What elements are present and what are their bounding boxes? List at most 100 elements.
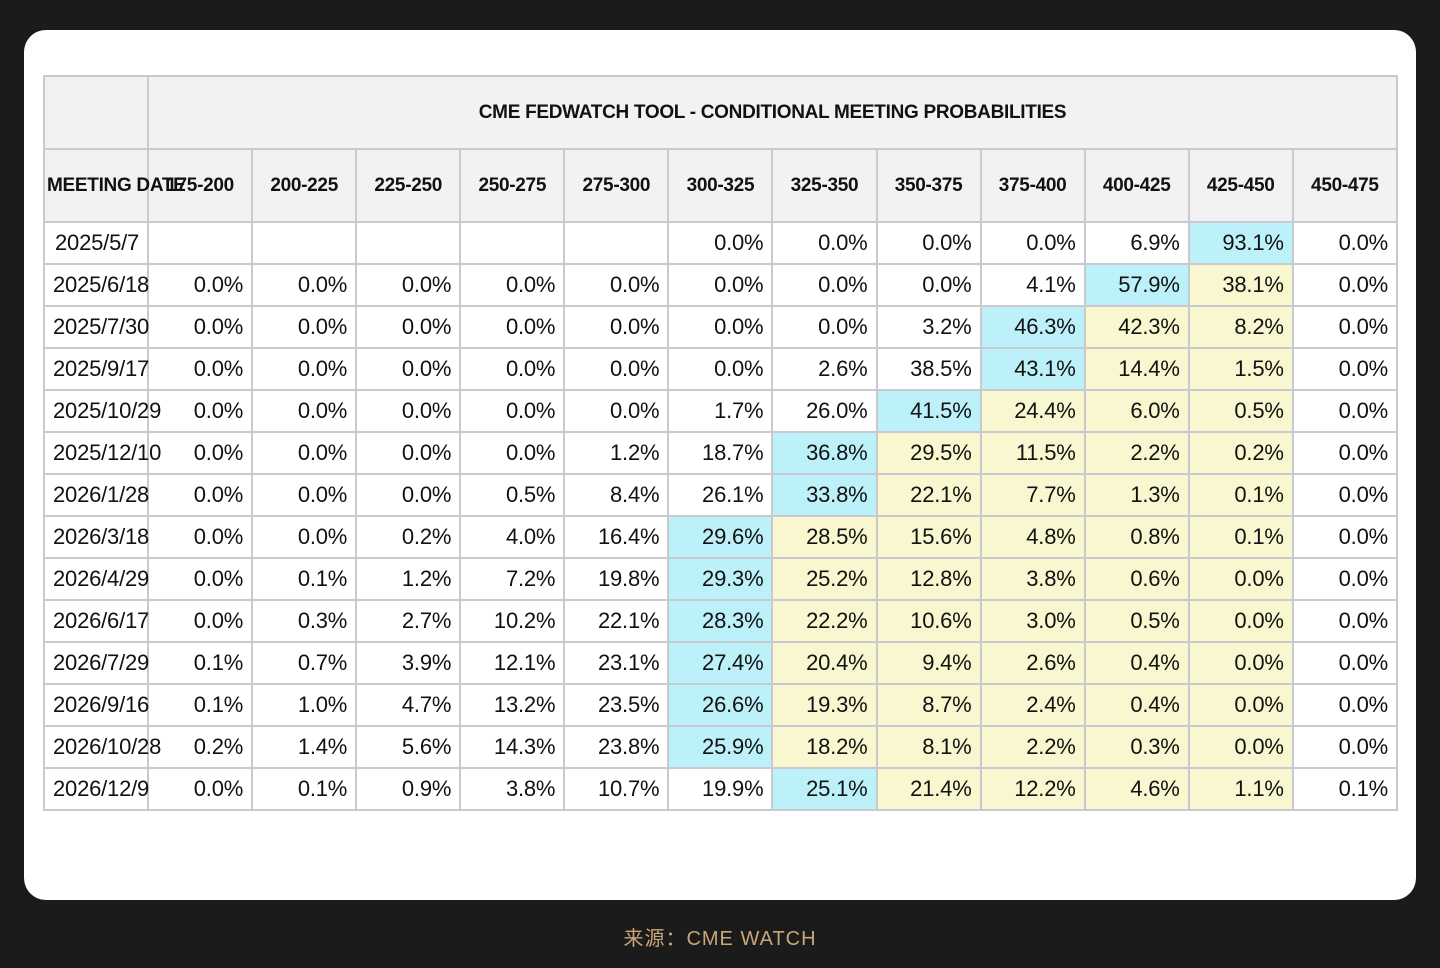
probability-cell: 8.4% <box>563 473 670 517</box>
probability-cell: 0.0% <box>667 347 774 391</box>
probability-cell: 12.2% <box>979 767 1086 811</box>
meeting-date: 2025/9/17 <box>42 347 149 391</box>
probability-cell: 0.5% <box>1187 389 1294 433</box>
probability-cell: 0.0% <box>251 389 358 433</box>
probability-cell: 0.0% <box>1291 725 1399 769</box>
probability-cell: 19.3% <box>771 683 878 727</box>
probability-cell: 0.0% <box>1291 431 1399 475</box>
probability-cell: 0.2% <box>1187 431 1294 475</box>
meeting-date: 2026/3/18 <box>42 515 149 559</box>
probability-cell: 0.1% <box>1187 515 1294 559</box>
probability-cell: 7.2% <box>459 557 566 601</box>
probability-cell: 0.0% <box>771 263 878 307</box>
table-row: 2025/6/18 0.0% 0.0% 0.0% 0.0% 0.0% 0.0% 0.0% 0.0… <box>42 263 1399 307</box>
probability-cell: 3.9% <box>355 641 462 685</box>
probability-cell: 1.4% <box>251 725 358 769</box>
probability-cell: 14.3% <box>459 725 566 769</box>
probability-cell: 57.9% <box>1083 263 1190 307</box>
table-row: 2026/9/16 0.1% 1.0% 4.7% 13.2% 23.5% 26.6% 19.3… <box>42 683 1399 727</box>
table-title: CME FEDWATCH TOOL - CONDITIONAL MEETING … <box>147 75 1398 150</box>
probability-cell: 4.0% <box>459 515 566 559</box>
meeting-date: 2026/12/9 <box>42 767 149 811</box>
probability-cell: 0.0% <box>1291 263 1399 307</box>
probability-cell: 41.5% <box>875 389 982 433</box>
probability-cell: 0.0% <box>459 305 566 349</box>
column-header-400-425: 400-425 <box>1083 148 1190 223</box>
table-row: 2026/4/29 0.0% 0.1% 1.2% 7.2% 19.8% 29.3% 25.2%… <box>42 557 1399 601</box>
probability-cell: 2.7% <box>355 599 462 643</box>
probability-cell: 23.1% <box>563 641 670 685</box>
probability-cell: 6.0% <box>1083 389 1190 433</box>
probability-cell: 0.0% <box>355 473 462 517</box>
probability-cell: 0.0% <box>147 305 254 349</box>
probability-cell: 29.6% <box>667 515 774 559</box>
probability-cell: 0.0% <box>1187 557 1294 601</box>
probability-cell: 0.0% <box>147 557 254 601</box>
probability-cell: 4.1% <box>979 263 1086 307</box>
probability-cell: 0.0% <box>459 263 566 307</box>
probability-cell: 0.0% <box>771 221 878 265</box>
probability-cell: 19.9% <box>667 767 774 811</box>
probability-cell: 2.6% <box>979 641 1086 685</box>
probability-cell: 1.5% <box>1187 347 1294 391</box>
probability-cell: 38.1% <box>1187 263 1294 307</box>
probability-cell: 38.5% <box>875 347 982 391</box>
table-row: 2025/10/29 0.0% 0.0% 0.0% 0.0% 0.0% 1.7% 26.0% 4… <box>42 389 1399 433</box>
probability-cell: 0.0% <box>1187 599 1294 643</box>
table-row: 2026/6/17 0.0% 0.3% 2.7% 10.2% 22.1% 28.3% 22.2… <box>42 599 1399 643</box>
probability-cell: 1.3% <box>1083 473 1190 517</box>
column-header-375-400: 375-400 <box>979 148 1086 223</box>
probability-cell: 0.5% <box>1083 599 1190 643</box>
probability-cell: 0.0% <box>355 347 462 391</box>
probability-cell: 18.7% <box>667 431 774 475</box>
probability-cell: 43.1% <box>979 347 1086 391</box>
probability-cell: 0.0% <box>667 263 774 307</box>
column-header-250-275: 250-275 <box>459 148 566 223</box>
probability-cell <box>355 221 462 265</box>
probability-cell: 18.2% <box>771 725 878 769</box>
table-row: 2026/7/29 0.1% 0.7% 3.9% 12.1% 23.1% 27.4% 20.4… <box>42 641 1399 685</box>
probability-cell: 23.5% <box>563 683 670 727</box>
column-header-200-225: 200-225 <box>251 148 358 223</box>
table-row: 2025/5/7 0.0% 0.0% 0.0% 0.0% 6.9% 93.1% 0.0% <box>42 221 1399 265</box>
probability-cell: 33.8% <box>771 473 878 517</box>
meeting-date: 2025/7/30 <box>42 305 149 349</box>
probability-cell: 0.7% <box>251 641 358 685</box>
probability-cell: 0.0% <box>147 599 254 643</box>
probability-cell: 4.6% <box>1083 767 1190 811</box>
probability-cell: 0.4% <box>1083 641 1190 685</box>
table-row: 2026/1/28 0.0% 0.0% 0.0% 0.5% 8.4% 26.1% 33.8% 2… <box>42 473 1399 517</box>
probability-cell <box>251 221 358 265</box>
probability-cell: 0.0% <box>251 347 358 391</box>
probability-cell: 3.8% <box>979 557 1086 601</box>
meeting-date: 2026/7/29 <box>42 641 149 685</box>
probability-cell: 14.4% <box>1083 347 1190 391</box>
probability-cell: 0.0% <box>147 431 254 475</box>
probability-cell: 28.3% <box>667 599 774 643</box>
probability-cell: 8.1% <box>875 725 982 769</box>
probability-cell: 10.2% <box>459 599 566 643</box>
probability-cell: 0.0% <box>355 431 462 475</box>
probability-cell: 1.7% <box>667 389 774 433</box>
probability-cell: 29.5% <box>875 431 982 475</box>
probability-cell: 0.0% <box>1291 473 1399 517</box>
meeting-date: 2026/1/28 <box>42 473 149 517</box>
probability-cell: 0.0% <box>1291 221 1399 265</box>
probability-cell: 26.6% <box>667 683 774 727</box>
column-header-275-300: 275-300 <box>563 148 670 223</box>
probability-cell: 0.1% <box>1291 767 1399 811</box>
probability-cell: 0.0% <box>1291 641 1399 685</box>
meeting-date: 2025/5/7 <box>42 221 150 265</box>
probability-cell: 21.4% <box>875 767 982 811</box>
table-row: 2026/3/18 0.0% 0.0% 0.2% 4.0% 16.4% 29.6% 28.5%… <box>42 515 1399 559</box>
probability-cell <box>563 221 670 265</box>
meeting-date: 2025/12/10 <box>42 431 161 475</box>
probability-cell: 0.5% <box>459 473 566 517</box>
column-header-row: MEETING DATE 175-200 200-225 225-250 250-27… <box>42 148 1399 223</box>
table-row: 2025/7/30 0.0% 0.0% 0.0% 0.0% 0.0% 0.0% 0.0% 3.2… <box>42 305 1399 349</box>
probability-cell: 20.4% <box>771 641 878 685</box>
column-header-225-250: 225-250 <box>355 148 462 223</box>
table-row: 2025/12/10 0.0% 0.0% 0.0% 0.0% 1.2% 18.7% 36.8%… <box>42 431 1399 475</box>
probability-cell: 0.1% <box>147 683 254 727</box>
probability-cell: 25.2% <box>771 557 878 601</box>
